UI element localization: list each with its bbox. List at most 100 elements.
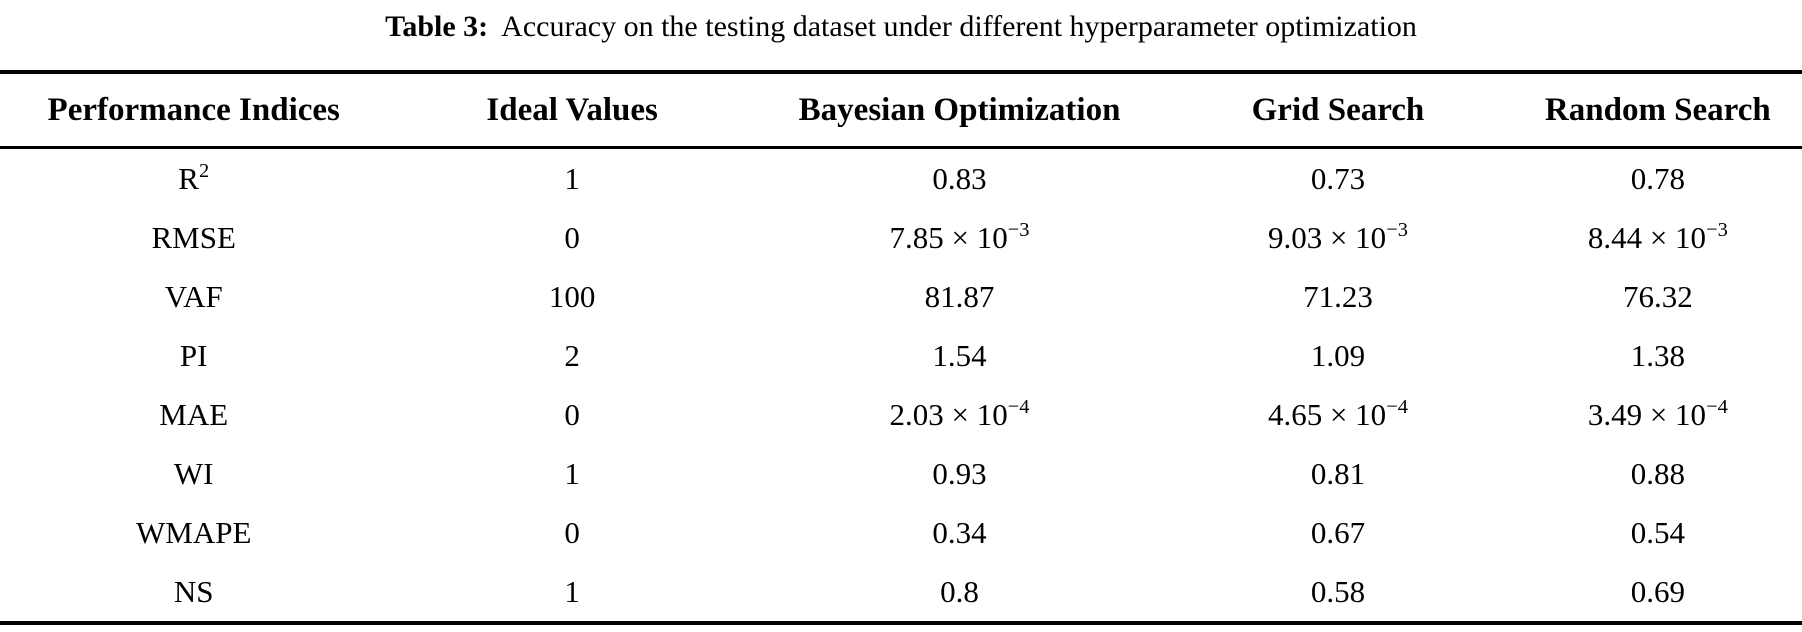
value-cell: 0.69 — [1514, 562, 1802, 623]
cell-text: 0.88 — [1630, 455, 1685, 491]
cell-text: 0.34 — [932, 514, 987, 550]
cell-text: 76.32 — [1622, 278, 1693, 314]
value-cell: 0.34 — [757, 503, 1162, 562]
value-cell: 0.88 — [1514, 444, 1802, 503]
value-cell: 1 — [387, 148, 756, 209]
cell-text: 0.54 — [1630, 514, 1685, 550]
row-label-cell: PI — [0, 326, 387, 385]
col-header-bayesian-optimization: Bayesian Optimization — [756, 72, 1163, 149]
cell-text: 0.8 — [940, 573, 979, 609]
col-header-performance-indices: Performance Indices — [0, 72, 388, 149]
cell-superscript: −4 — [1007, 396, 1030, 419]
cell-text: 0 — [564, 514, 580, 550]
value-cell: 0.73 — [1162, 148, 1513, 209]
row-label-cell: R2 — [0, 148, 387, 209]
cell-text: 2.03 × 10 — [889, 396, 1008, 432]
col-header-random-search: Random Search — [1513, 72, 1802, 149]
cell-text: 0 — [564, 219, 580, 255]
cell-superscript: −3 — [1386, 219, 1408, 242]
cell-superscript: 2 — [198, 160, 210, 183]
header-row: Performance Indices Ideal Values Bayesia… — [0, 72, 1802, 149]
cell-superscript: −4 — [1386, 396, 1408, 419]
cell-text: PI — [179, 337, 208, 373]
cell-text: R — [178, 160, 199, 196]
cell-text: 0.93 — [932, 455, 987, 491]
value-cell: 0.83 — [757, 148, 1162, 209]
cell-text: 0.78 — [1630, 160, 1685, 196]
value-cell: 0 — [387, 208, 756, 267]
value-cell: 1.38 — [1514, 326, 1802, 385]
row-label-cell: WMAPE — [0, 503, 387, 562]
cell-superscript: −4 — [1706, 396, 1728, 419]
value-cell: 9.03 × 10−3 — [1162, 208, 1513, 267]
cell-text: NS — [173, 573, 214, 609]
table-row: WMAPE 0 0.34 0.67 0.54 — [0, 503, 1802, 562]
value-cell: 0 — [387, 503, 756, 562]
cell-text: 4.65 × 10 — [1267, 396, 1387, 432]
value-cell: 1.09 — [1162, 326, 1513, 385]
table-row: PI 2 1.54 1.09 1.38 — [0, 326, 1802, 385]
value-cell: 8.44 × 10−3 — [1514, 208, 1802, 267]
cell-text: 0.81 — [1310, 455, 1366, 491]
table-row: WI 1 0.93 0.81 0.88 — [0, 444, 1802, 503]
row-label-cell: RMSE — [0, 208, 387, 267]
cell-text: 0.69 — [1630, 573, 1685, 609]
value-cell: 2.03 × 10−4 — [757, 385, 1162, 444]
value-cell: 0.67 — [1162, 503, 1513, 562]
table-row: MAE 0 2.03 × 10−4 4.65 × 10−4 3.49 × 10−4 — [0, 385, 1802, 444]
value-cell: 1.54 — [757, 326, 1162, 385]
value-cell: 0.58 — [1162, 562, 1513, 623]
cell-superscript: −3 — [1706, 219, 1728, 242]
value-cell: 2 — [387, 326, 756, 385]
cell-text: 1 — [564, 160, 580, 196]
value-cell: 0.93 — [757, 444, 1162, 503]
cell-text: WMAPE — [136, 514, 252, 550]
col-header-grid-search: Grid Search — [1162, 72, 1514, 149]
cell-text: 1 — [564, 455, 580, 491]
cell-text: WI — [173, 455, 214, 491]
cell-text: 71.23 — [1303, 278, 1373, 314]
value-cell: 7.85 × 10−3 — [757, 208, 1162, 267]
cell-text: 8.44 × 10 — [1587, 219, 1707, 255]
cell-text: 9.03 × 10 — [1267, 219, 1387, 255]
value-cell: 0.81 — [1162, 444, 1513, 503]
cell-text: 0.83 — [932, 160, 987, 196]
table-row: RMSE 0 7.85 × 10−3 9.03 × 10−3 8.44 × 10−3 — [0, 208, 1802, 267]
cell-text: 100 — [548, 278, 596, 314]
cell-text: VAF — [164, 278, 223, 314]
cell-text: MAE — [159, 396, 229, 432]
cell-text: 1 — [564, 573, 580, 609]
table-body: R2 1 0.83 0.73 0.78 RMSE 0 7.85 × 10−3 9.03 × 10… — [0, 148, 1802, 624]
cell-text: 81.87 — [924, 278, 995, 314]
row-label-cell: NS — [0, 562, 387, 623]
cell-text: 1.09 — [1310, 337, 1366, 373]
cell-text: 1.54 — [932, 337, 987, 373]
results-table: Performance Indices Ideal Values Bayesia… — [0, 70, 1802, 625]
value-cell: 1 — [387, 444, 756, 503]
table-caption-text: Accuracy on the testing dataset under di… — [501, 10, 1417, 43]
table-row: R2 1 0.83 0.73 0.78 — [0, 148, 1802, 209]
cell-text: 0.73 — [1310, 160, 1366, 196]
row-label-cell: WI — [0, 444, 387, 503]
value-cell: 71.23 — [1162, 267, 1513, 326]
col-header-ideal-values: Ideal Values — [387, 72, 757, 149]
cell-text: 2 — [564, 337, 580, 373]
value-cell: 3.49 × 10−4 — [1514, 385, 1802, 444]
value-cell: 0.78 — [1514, 148, 1802, 209]
value-cell: 0 — [387, 385, 756, 444]
value-cell: 0.8 — [757, 562, 1162, 623]
row-label-cell: VAF — [0, 267, 387, 326]
cell-text: 0 — [564, 396, 580, 432]
cell-text: RMSE — [151, 219, 236, 255]
cell-text: 0.67 — [1310, 514, 1366, 550]
row-label-cell: MAE — [0, 385, 387, 444]
value-cell: 81.87 — [757, 267, 1162, 326]
table-row: NS 1 0.8 0.58 0.69 — [0, 562, 1802, 623]
cell-text: 0.58 — [1310, 573, 1366, 609]
cell-superscript: −3 — [1007, 219, 1030, 242]
table-caption: Table 3: Accuracy on the testing dataset … — [0, 8, 1802, 46]
cell-text: 7.85 × 10 — [889, 219, 1008, 255]
table-caption-label: Table 3: — [385, 10, 489, 43]
table-row: VAF 100 81.87 71.23 76.32 — [0, 267, 1802, 326]
cell-text: 1.38 — [1630, 337, 1685, 373]
